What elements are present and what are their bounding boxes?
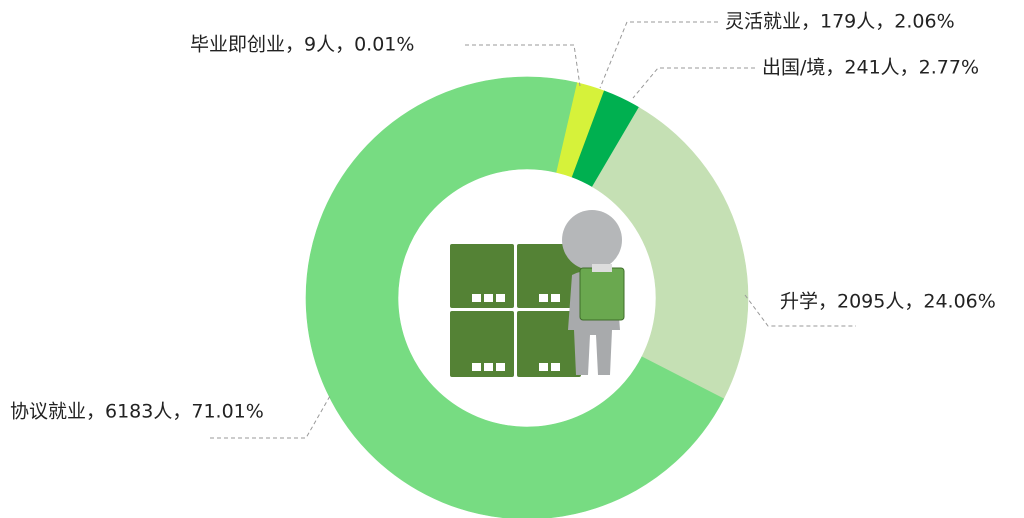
data-label: 灵活就业，179人，2.06% [725,11,955,33]
data-label: 升学，2095人，24.06% [780,291,996,313]
leader-line [600,22,718,88]
chart: 毕业即创业，9人，0.01% 灵活就业，179人，2.06% 出国/境，241人，2… [0,0,1024,518]
data-label: 协议就业，6183人，71.01% [10,401,264,423]
data-label: 出国/境，241人，2.77% [762,57,979,79]
center-icon [450,210,624,377]
leader-line [633,68,755,98]
data-label: 毕业即创业，9人，0.01% [190,34,414,56]
